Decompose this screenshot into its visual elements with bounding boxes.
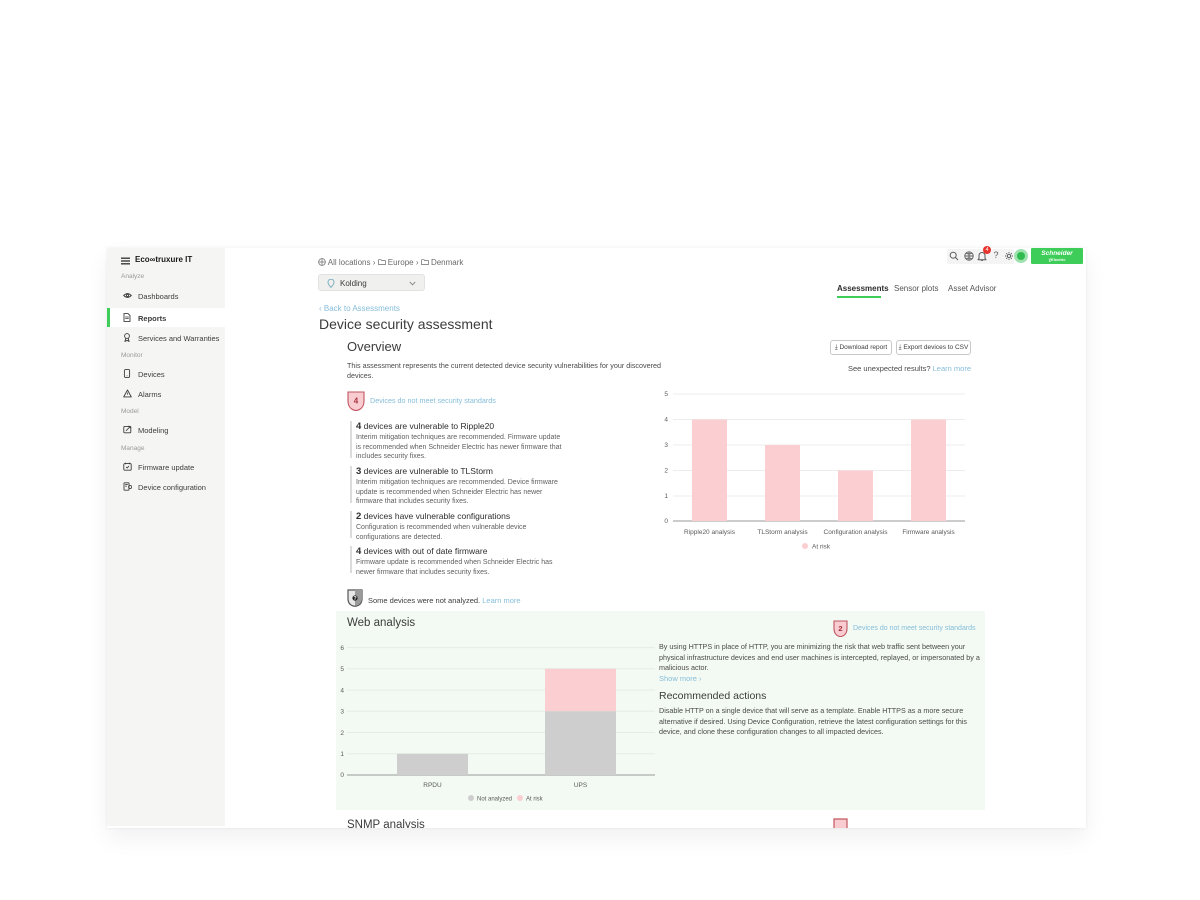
svg-text:Configuration analysis: Configuration analysis — [824, 529, 889, 536]
svg-text:1: 1 — [340, 751, 344, 758]
svg-text:UPS: UPS — [574, 782, 588, 789]
svg-text:2: 2 — [340, 730, 344, 737]
svg-text:Ripple20 analysis: Ripple20 analysis — [684, 529, 736, 536]
svg-text:RPDU: RPDU — [423, 782, 442, 789]
svg-text:Not analyzed: Not analyzed — [477, 797, 512, 803]
svg-text:5: 5 — [664, 391, 668, 398]
svg-text:4: 4 — [354, 397, 359, 406]
svg-text:TLStorm analysis: TLStorm analysis — [757, 529, 808, 536]
svg-text:Firmware analysis: Firmware analysis — [902, 529, 955, 536]
svg-text:1: 1 — [664, 493, 668, 500]
svg-text:At risk: At risk — [526, 797, 544, 803]
svg-text:At risk: At risk — [812, 544, 831, 551]
svg-text:4: 4 — [664, 417, 668, 424]
svg-text:4: 4 — [340, 687, 344, 694]
svg-text:2: 2 — [664, 468, 668, 475]
svg-text:?: ? — [353, 596, 357, 602]
svg-text:5: 5 — [340, 666, 344, 673]
svg-text:0: 0 — [340, 772, 344, 779]
svg-text:3: 3 — [664, 442, 668, 449]
svg-text:3: 3 — [340, 709, 344, 716]
svg-text:6: 6 — [340, 645, 344, 652]
svg-text:2: 2 — [838, 624, 842, 633]
svg-text:0: 0 — [664, 518, 668, 525]
